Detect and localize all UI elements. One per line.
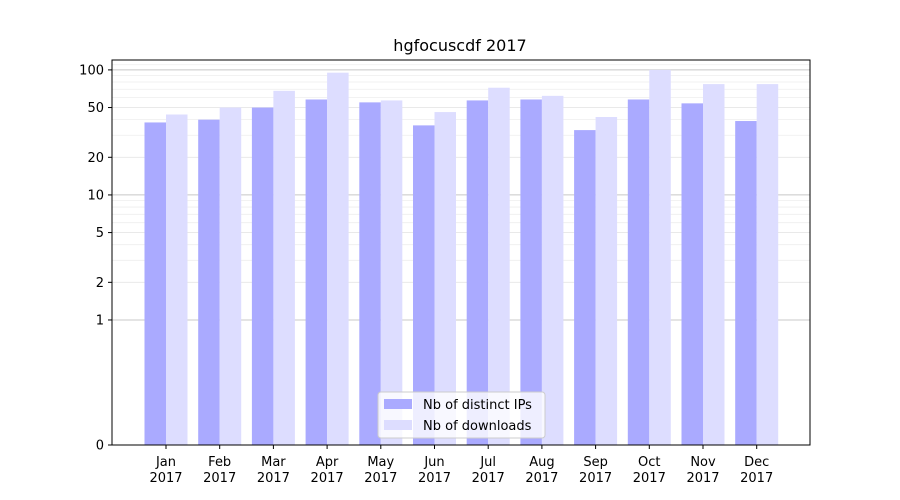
x-tick-label-month: Sep	[583, 455, 608, 470]
bars	[144, 69, 779, 446]
bar-downloads-jun	[434, 112, 456, 445]
legend-label: Nb of distinct IPs	[423, 398, 532, 413]
x-tick-label-year: 2017	[418, 471, 451, 486]
x-tick-label-month: Oct	[638, 455, 660, 470]
bar-ips-oct	[627, 99, 650, 446]
bar-ips-mar	[251, 107, 274, 446]
x-tick-label-month: Aug	[529, 455, 554, 470]
bar-ips-feb	[198, 119, 220, 446]
x-tick-label-year: 2017	[203, 471, 236, 486]
x-tick-label-year: 2017	[364, 471, 397, 486]
bar-downloads-sep	[595, 117, 618, 445]
bar-ips-aug	[520, 99, 542, 446]
bar-downloads-oct	[649, 69, 671, 446]
bar-downloads-aug	[541, 95, 564, 446]
x-tick-label-month: May	[367, 455, 394, 470]
plot-frame	[111, 59, 811, 446]
axes	[111, 59, 811, 446]
x-tick-label-month: Apr	[316, 455, 339, 470]
y-tick-label: 10	[87, 188, 104, 203]
bar-ips-may	[359, 102, 381, 445]
x-tick-label-month: Nov	[690, 455, 716, 470]
bar-downloads-jul	[488, 87, 510, 445]
x-axis-ticks: Jan2017Feb2017Mar2017Apr2017May2017Jun20…	[149, 445, 773, 486]
x-tick-label-month: Feb	[208, 455, 231, 470]
bar-downloads-mar	[273, 90, 295, 446]
bar-ips-jun	[413, 125, 435, 445]
x-tick-label-month: Jun	[423, 455, 444, 470]
bar-ips-sep	[574, 130, 596, 445]
legend: Nb of distinct IPs Nb of downloads	[377, 391, 546, 439]
x-tick-label-year: 2017	[257, 471, 290, 486]
bar-downloads-feb	[219, 107, 242, 446]
x-tick-label-year: 2017	[579, 471, 612, 486]
y-tick-label: 20	[87, 151, 104, 166]
x-tick-label-month: Dec	[744, 455, 769, 470]
y-tick-label: 2	[96, 276, 104, 291]
legend-swatch	[384, 399, 412, 409]
chart-title: hgfocuscdf 2017	[393, 36, 526, 55]
bar-ips-jul	[466, 100, 489, 445]
y-tick-label: 50	[87, 101, 104, 116]
x-tick-label-year: 2017	[740, 471, 773, 486]
y-tick-label: 1	[96, 313, 104, 328]
y-tick-label: 0	[96, 439, 104, 454]
y-tick-label: 5	[96, 226, 104, 241]
bar-downloads-may	[380, 100, 403, 445]
bar-downloads-nov	[703, 84, 725, 446]
legend-box	[377, 391, 546, 439]
x-tick-label-year: 2017	[525, 471, 558, 486]
bar-ips-nov	[681, 103, 703, 446]
x-tick-label-year: 2017	[149, 471, 182, 486]
bar-downloads-jan	[166, 114, 188, 445]
x-tick-label-year: 2017	[686, 471, 719, 486]
legend-label: Nb of downloads	[423, 419, 532, 434]
x-tick-label-month: Mar	[261, 455, 286, 470]
x-tick-label-year: 2017	[633, 471, 666, 486]
x-tick-label-year: 2017	[472, 471, 505, 486]
legend-swatch	[384, 420, 412, 430]
x-tick-label-month: Jul	[479, 455, 496, 470]
y-tick-label: 100	[79, 63, 104, 78]
bar-downloads-dec	[756, 84, 779, 446]
x-tick-label-year: 2017	[311, 471, 344, 486]
bar-ips-jan	[144, 122, 166, 445]
bar-ips-dec	[735, 121, 757, 446]
bar-downloads-apr	[327, 72, 349, 445]
x-tick-label-month: Jan	[155, 455, 176, 470]
bar-ips-apr	[305, 99, 328, 446]
y-axis-ticks: 0 1 2 5 10 20 50 100	[79, 63, 112, 454]
